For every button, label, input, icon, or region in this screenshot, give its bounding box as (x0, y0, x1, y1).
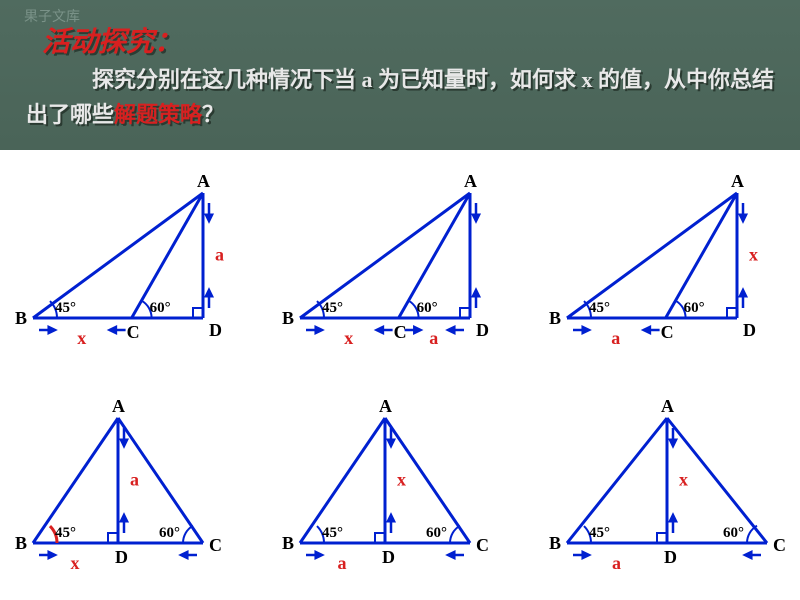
svg-text:B: B (15, 533, 27, 553)
svg-text:a: a (611, 328, 620, 348)
svg-text:60°: 60° (683, 300, 704, 316)
diagram-1: a x A B C D 45° 60° (0, 150, 267, 375)
svg-text:B: B (282, 533, 294, 553)
diagram-5: x a A B D C 45° 60° (267, 375, 534, 600)
svg-text:45°: 45° (55, 300, 76, 316)
svg-text:B: B (549, 308, 561, 328)
svg-text:D: D (382, 547, 395, 567)
svg-text:B: B (282, 308, 294, 328)
svg-text:a: a (612, 553, 621, 573)
svg-text:x: x (71, 553, 80, 573)
body-text: 探究分别在这几种情况下当 a 为已知量时，如何求 x 的值，从中你总结出了哪些解… (26, 62, 780, 132)
diagram-6: x a A B D C 45° 60° (533, 375, 800, 600)
svg-text:x: x (679, 469, 688, 489)
svg-text:60°: 60° (159, 525, 180, 541)
svg-text:45°: 45° (589, 300, 610, 316)
svg-text:C: C (660, 322, 673, 342)
svg-text:x: x (78, 328, 87, 348)
svg-text:60°: 60° (426, 525, 447, 541)
diagram-4: a x A B D C 45° 60° (0, 375, 267, 600)
svg-text:x: x (749, 244, 758, 264)
svg-text:C: C (476, 535, 489, 555)
svg-text:a: a (429, 328, 438, 348)
svg-text:C: C (773, 535, 786, 555)
title: 活动探究： (42, 20, 182, 60)
svg-text:D: D (476, 320, 489, 340)
svg-text:x: x (397, 469, 406, 489)
diagram-2: x a A B C D 45° 60° (267, 150, 534, 375)
svg-text:A: A (731, 171, 744, 191)
svg-text:D: D (209, 320, 222, 340)
header: 果子文库 活动探究： 活动探究： 探究分别在这几种情况下当 a 为已知量时，如何… (0, 0, 800, 150)
svg-text:A: A (661, 396, 674, 416)
diagram-3: x a A B C D 45° 60° (533, 150, 800, 375)
svg-text:45°: 45° (589, 525, 610, 541)
svg-text:A: A (112, 396, 125, 416)
svg-text:60°: 60° (417, 300, 438, 316)
svg-text:A: A (464, 171, 477, 191)
svg-text:B: B (549, 533, 561, 553)
svg-text:a: a (337, 553, 346, 573)
svg-text:a: a (130, 469, 139, 489)
svg-text:A: A (197, 171, 210, 191)
svg-text:60°: 60° (723, 525, 744, 541)
svg-text:B: B (15, 308, 27, 328)
svg-text:45°: 45° (322, 300, 343, 316)
svg-text:45°: 45° (55, 525, 76, 541)
svg-text:D: D (743, 320, 756, 340)
svg-text:A: A (379, 396, 392, 416)
svg-text:60°: 60° (150, 300, 171, 316)
svg-text:C: C (209, 535, 222, 555)
svg-text:a: a (215, 244, 224, 264)
svg-text:D: D (664, 547, 677, 567)
svg-text:D: D (115, 547, 128, 567)
svg-text:C: C (394, 322, 407, 342)
svg-text:C: C (127, 322, 140, 342)
svg-text:45°: 45° (322, 525, 343, 541)
svg-text:x: x (344, 328, 353, 348)
diagrams-grid: a x A B C D 45° 60° x a A B C D 45° 60° x a A B C D 45° 60… (0, 150, 800, 600)
